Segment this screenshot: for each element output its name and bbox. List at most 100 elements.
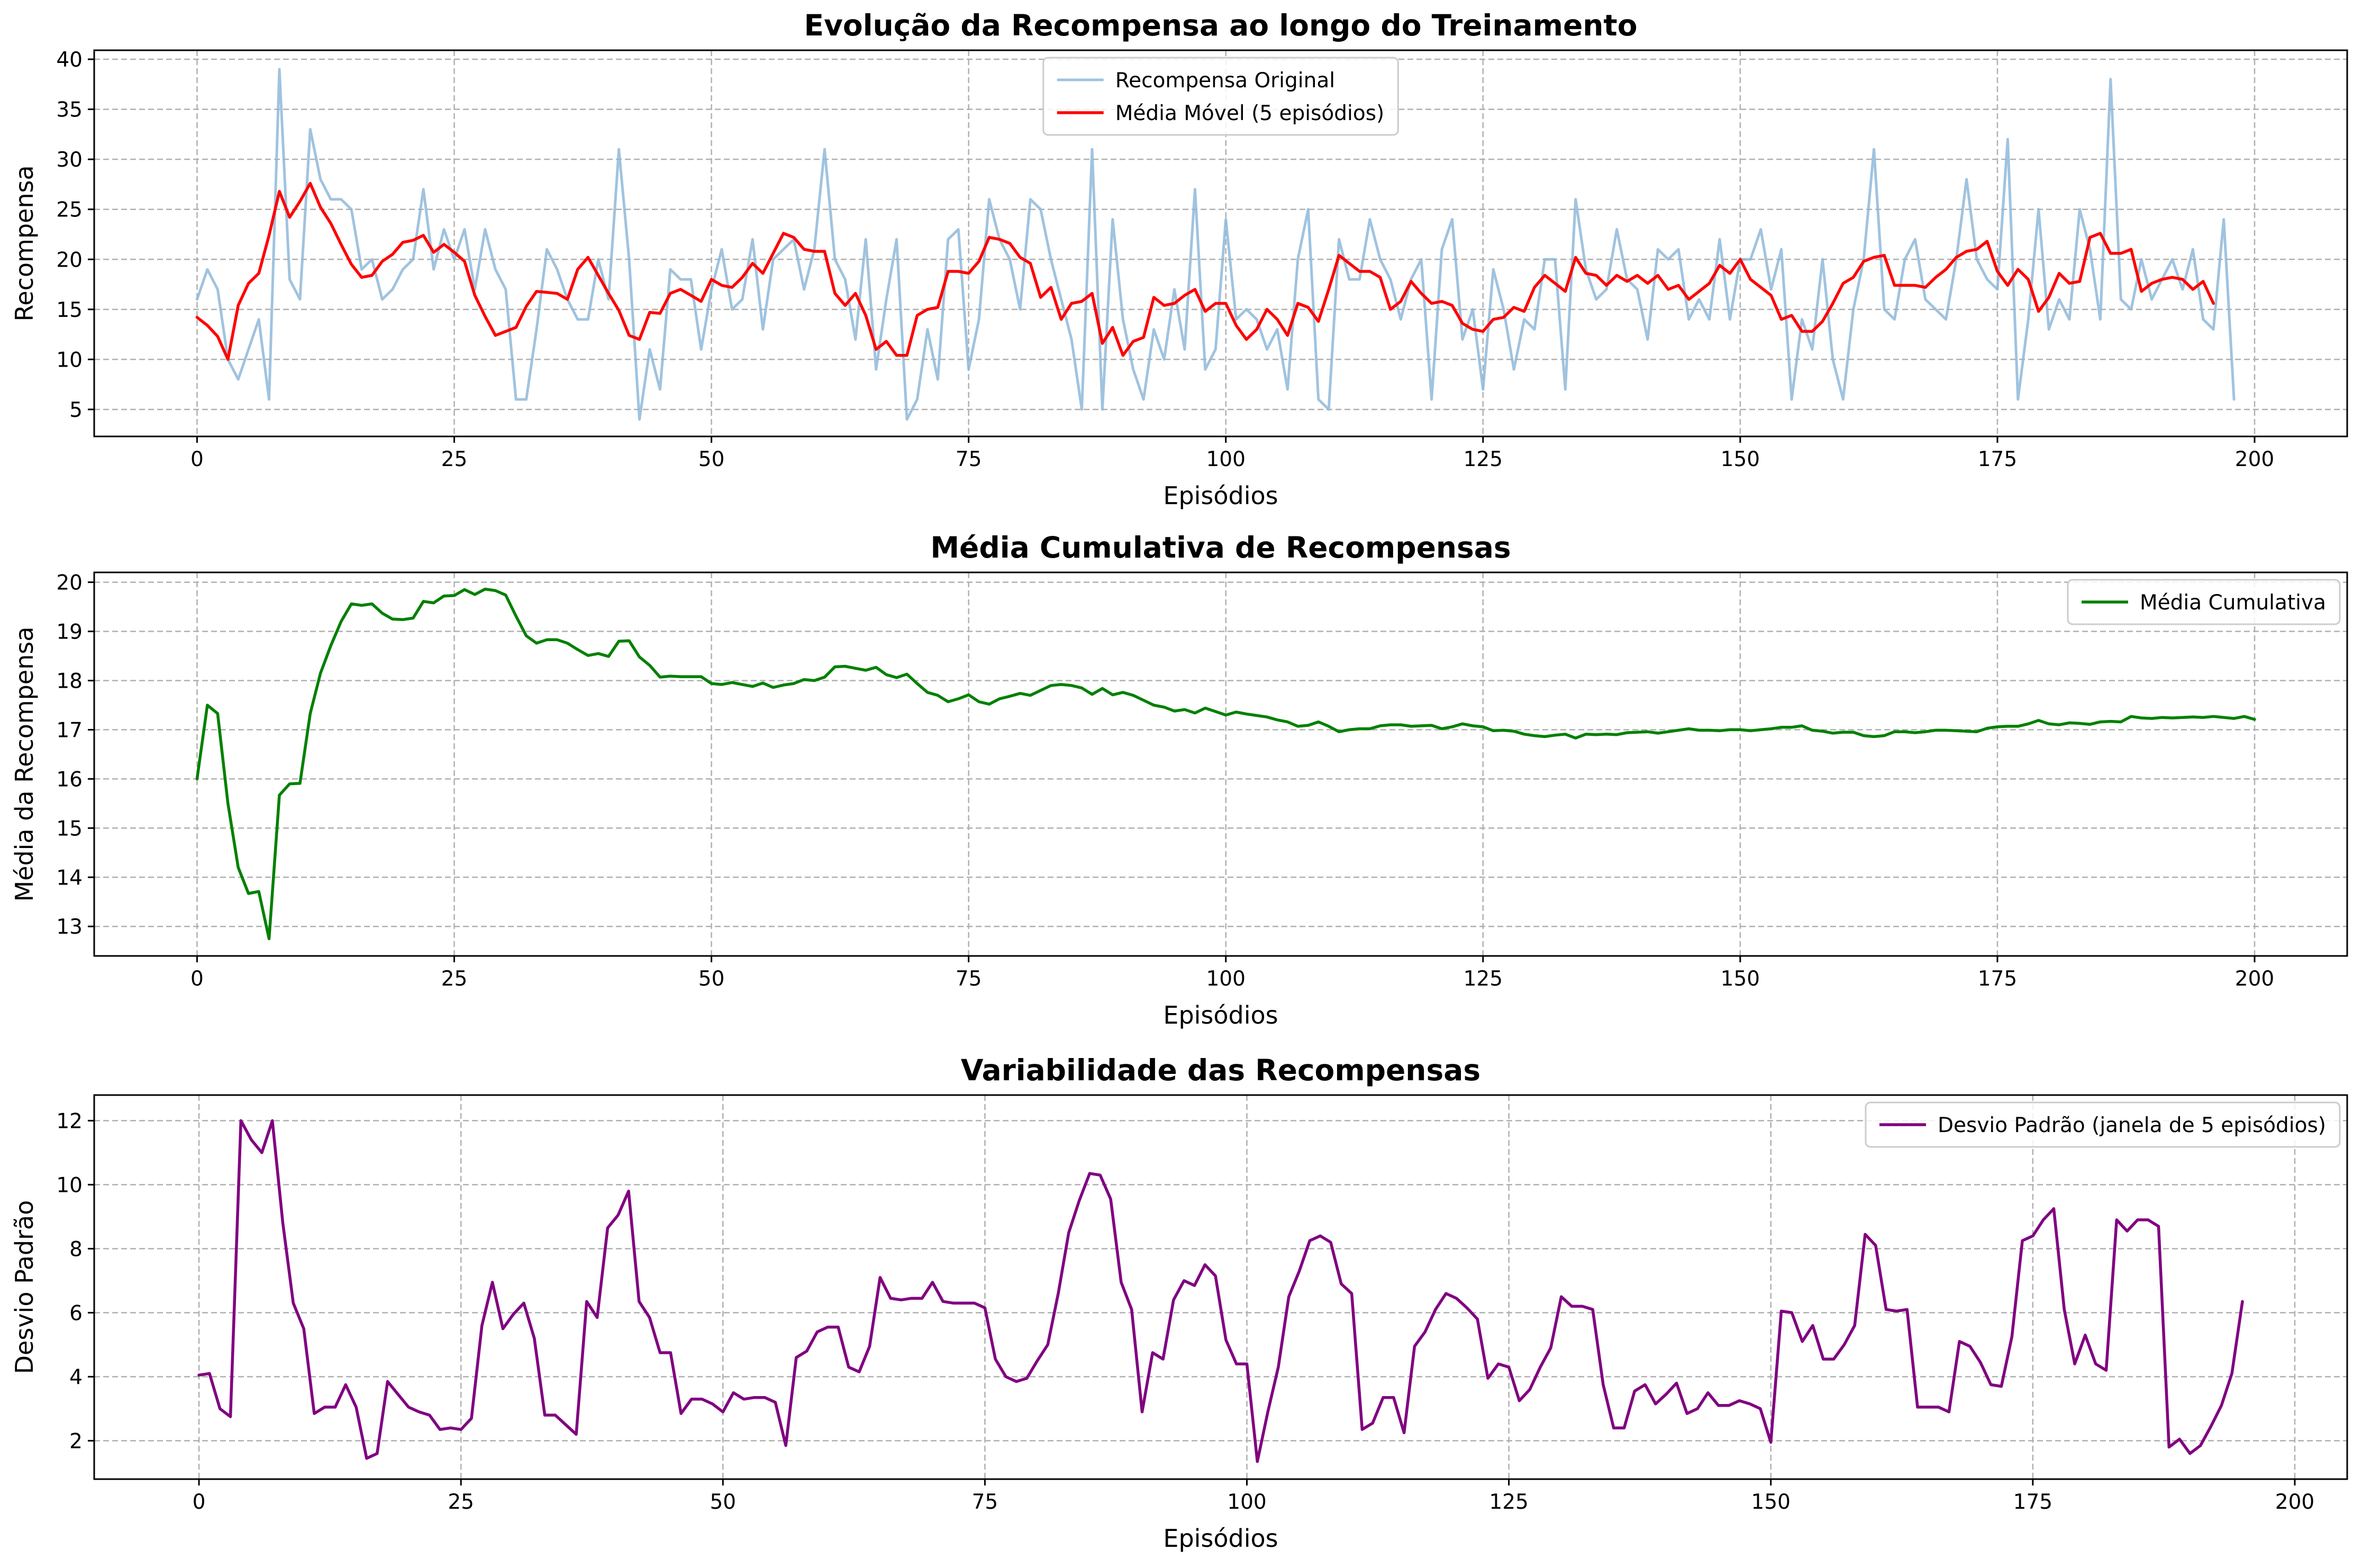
data-point <box>911 1297 913 1299</box>
data-point <box>1811 349 1813 351</box>
data-point <box>1852 308 1855 311</box>
data-point <box>865 314 867 316</box>
data-point <box>248 349 250 351</box>
data-point <box>1822 1358 1824 1360</box>
data-point <box>1677 729 1679 731</box>
data-point <box>988 198 991 200</box>
data-point <box>2000 1385 2002 1388</box>
data-point <box>2089 236 2091 239</box>
y-axis-label: Desvio Padrão <box>10 1200 39 1374</box>
data-point <box>875 349 877 351</box>
data-point <box>1976 731 1978 733</box>
data-point <box>196 316 198 318</box>
data-point <box>484 229 486 231</box>
data-point <box>731 286 733 288</box>
data-point <box>743 1398 745 1400</box>
data-point <box>2212 715 2214 717</box>
data-point <box>1163 706 1165 708</box>
data-point <box>546 639 548 641</box>
data-point <box>2140 290 2142 293</box>
data-point <box>303 1328 305 1330</box>
x-tick-label: 50 <box>698 448 725 471</box>
x-axis-label: Episódios <box>1163 1524 1278 1553</box>
x-tick-label: 50 <box>698 967 725 991</box>
data-point <box>947 701 949 703</box>
data-point <box>587 654 589 657</box>
series-line-2 <box>195 181 2215 361</box>
data-point <box>1081 300 1083 303</box>
data-point <box>1482 726 1484 728</box>
data-point <box>2212 303 2214 305</box>
data-point <box>1235 711 1237 713</box>
data-point <box>1626 280 1628 282</box>
data-point <box>700 349 702 351</box>
data-point <box>906 418 908 421</box>
data-point <box>1400 300 1402 303</box>
data-point <box>1914 732 1916 734</box>
data-point <box>587 318 589 321</box>
data-point <box>1246 339 1248 341</box>
data-point <box>937 694 939 696</box>
data-point <box>774 1401 776 1403</box>
data-point <box>464 589 466 591</box>
data-point <box>309 183 311 185</box>
data-point <box>2110 252 2112 254</box>
data-point <box>659 676 661 678</box>
data-point <box>1204 707 1206 709</box>
data-point <box>1451 218 1453 221</box>
data-point <box>505 288 507 290</box>
data-point <box>669 1352 671 1354</box>
x-tick-label: 25 <box>441 448 468 471</box>
data-point <box>1513 730 1515 732</box>
data-point <box>1688 728 1690 730</box>
series-line-1 <box>195 68 2236 421</box>
legend-label: Desvio Padrão (janela de 5 episódios) <box>1938 1114 2326 1137</box>
data-point <box>1225 303 1227 305</box>
data-point <box>1605 284 1607 286</box>
data-point <box>288 216 290 218</box>
data-point <box>617 1214 619 1216</box>
data-point <box>1330 1241 1332 1243</box>
data-point <box>2017 725 2019 727</box>
x-tick-label: 200 <box>2235 967 2274 991</box>
data-point <box>669 268 671 270</box>
data-point <box>412 617 414 619</box>
data-point <box>1101 408 1103 411</box>
data-point <box>865 669 867 671</box>
data-point <box>481 1325 483 1327</box>
data-point <box>2048 723 2050 725</box>
data-point <box>916 398 918 400</box>
data-point <box>2151 298 2153 300</box>
data-point <box>793 236 795 239</box>
data-point <box>1832 358 1834 360</box>
data-point <box>313 1412 315 1415</box>
data-point <box>937 378 939 380</box>
data-point <box>1616 734 1618 736</box>
x-tick-label: 75 <box>972 1490 998 1514</box>
data-point <box>1945 318 1947 321</box>
x-tick-label: 25 <box>441 967 468 991</box>
data-point <box>1029 694 1031 696</box>
data-point <box>1214 303 1216 305</box>
data-point <box>1266 716 1268 718</box>
data-point <box>1544 735 1546 737</box>
data-point <box>1676 1382 1678 1384</box>
data-point <box>1194 712 1196 714</box>
data-point <box>392 253 394 256</box>
data-point <box>474 294 476 296</box>
data-point <box>1112 694 1114 696</box>
data-point <box>1894 318 1896 321</box>
data-point <box>823 148 825 150</box>
data-point <box>1194 288 1196 290</box>
data-point <box>906 673 908 675</box>
legend-frame <box>1865 1101 2341 1148</box>
data-point <box>1655 1403 1657 1405</box>
data-point <box>1318 721 1320 723</box>
data-point <box>2192 248 2194 250</box>
data-point <box>1749 258 1751 260</box>
data-point <box>1413 1345 1415 1347</box>
data-point <box>1739 728 1741 731</box>
data-point <box>2120 252 2122 254</box>
data-point <box>1644 1384 1646 1386</box>
data-point <box>556 268 558 270</box>
